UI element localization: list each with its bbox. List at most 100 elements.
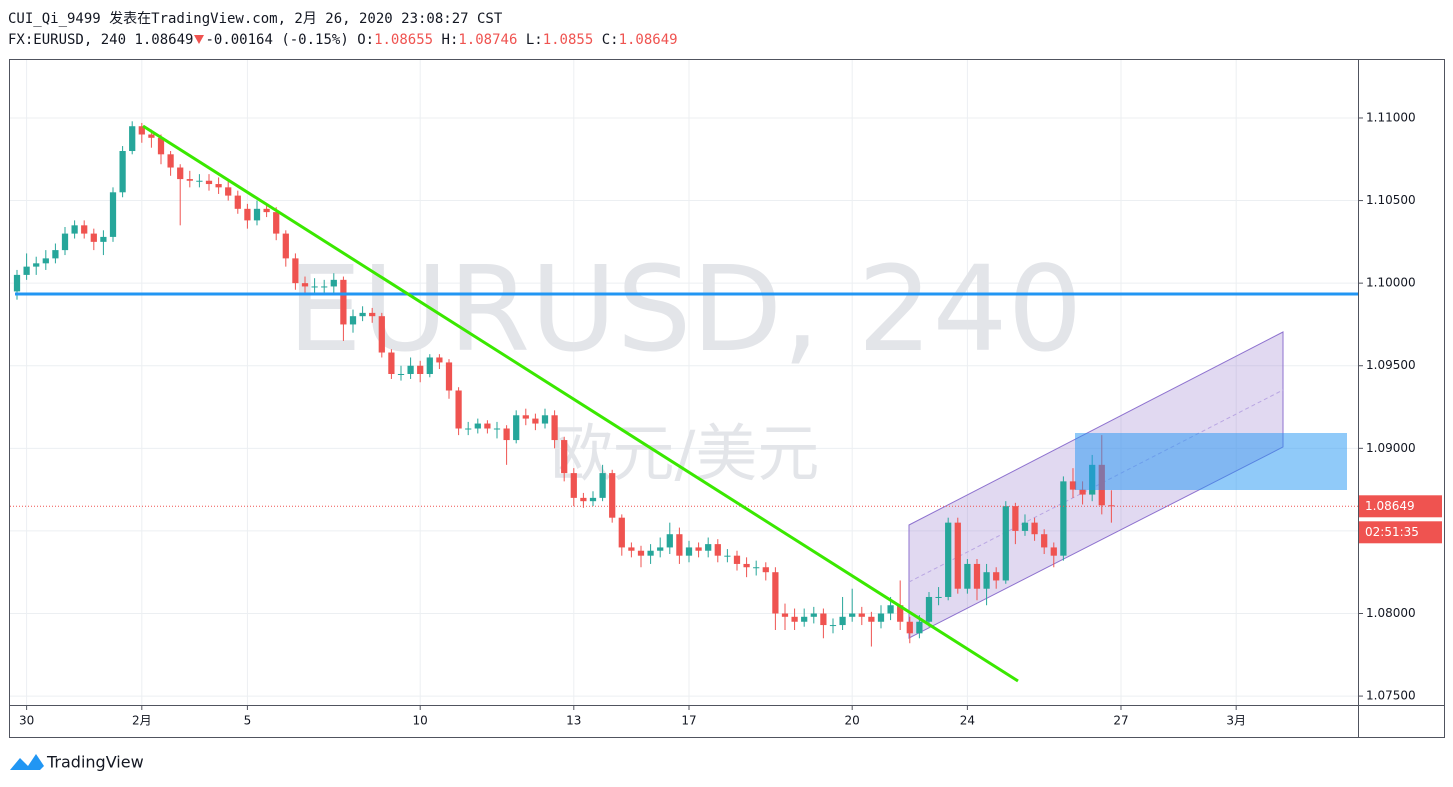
y-tick-label: 1.08000: [1366, 606, 1416, 620]
candle-body: [676, 534, 683, 556]
candle-body: [388, 352, 395, 374]
candle-body: [244, 208, 251, 221]
h-label: H:: [441, 32, 459, 48]
x-tick-label: 13: [566, 714, 581, 728]
x-tick-label: 2月: [132, 714, 152, 728]
x-tick-label: 5: [244, 714, 252, 728]
candle-body: [1002, 506, 1009, 581]
candle-body: [273, 212, 280, 234]
candle-body: [484, 423, 491, 429]
candle-body: [772, 572, 779, 614]
candle-body: [33, 263, 40, 267]
candle-body: [1041, 534, 1048, 548]
price-zone: [1075, 433, 1347, 490]
candle-body: [397, 373, 405, 375]
watermark-ticker: EURUSD, 240: [287, 240, 1082, 378]
candle-body: [474, 423, 481, 429]
y-tick-label: 1.10500: [1366, 193, 1416, 207]
h-value: 1.08746: [458, 32, 518, 48]
candle-body: [1012, 506, 1019, 531]
candle-body: [426, 357, 433, 374]
candle-body: [973, 563, 981, 589]
y-tick-label: 1.10000: [1366, 276, 1416, 290]
candle-body: [359, 312, 366, 317]
y-tick-label: 1.11000: [1366, 110, 1416, 124]
x-tick-label: 27: [1113, 714, 1128, 728]
candle-body: [378, 316, 385, 353]
candle-body: [705, 544, 712, 551]
candle-body: [90, 233, 97, 242]
candle-body: [349, 316, 357, 325]
candle-body: [119, 151, 126, 193]
candle-body: [993, 572, 1000, 581]
candle-body: [724, 555, 731, 557]
candle-body: [52, 250, 59, 259]
publish-info: CUI_Qi_9499 发表在TradingView.com, 2月 26, 2…: [8, 11, 503, 27]
candle-body: [685, 547, 693, 556]
candle-body: [820, 613, 827, 626]
y-tick-label: 1.09000: [1366, 441, 1416, 455]
candle-body: [570, 473, 577, 498]
chart-frame: [9, 59, 1445, 738]
change: -0.00164 (-0.15%): [205, 32, 349, 48]
candle-body: [954, 522, 961, 589]
candle-body: [657, 547, 664, 551]
logo-text: TradingView: [46, 753, 144, 772]
countdown-label: 02:51:35: [1365, 525, 1419, 539]
candle-body: [301, 283, 309, 287]
candle-body: [983, 572, 990, 589]
candle-body: [647, 550, 654, 556]
candle-body: [753, 567, 760, 569]
symbol-info: FX:EURUSD, 240 1.08649 -0.00164 (-0.15%) …: [8, 32, 678, 48]
candle-body: [167, 154, 174, 168]
candle-body: [109, 192, 117, 237]
candle-body: [1069, 481, 1077, 490]
candle-body: [1079, 489, 1086, 495]
candle-body: [618, 517, 625, 548]
candle-body: [589, 497, 597, 502]
l-label: L:: [525, 32, 543, 48]
candle-body: [445, 362, 453, 391]
candle-body: [945, 522, 952, 597]
candle-body: [311, 286, 318, 288]
last-price-label: 1.08649: [1365, 499, 1415, 513]
o-label: O:: [357, 32, 375, 48]
x-tick-label: 17: [681, 714, 696, 728]
candle-body: [868, 616, 875, 622]
candle-body: [532, 418, 539, 424]
candle-body: [906, 621, 913, 634]
trend-line: [142, 124, 1019, 683]
candle-body: [1050, 547, 1057, 556]
down-arrow: [194, 35, 205, 44]
candle-body: [148, 134, 155, 138]
candle-body: [513, 415, 520, 441]
candle-body: [714, 544, 721, 556]
candle-body: [455, 390, 462, 429]
candle-body: [877, 613, 885, 622]
c-value: 1.08649: [618, 32, 678, 48]
y-tick-label: 1.07500: [1366, 689, 1416, 703]
x-tick-label: 30: [19, 714, 34, 728]
candle-body: [330, 279, 337, 287]
x-tick-label: 24: [960, 714, 975, 728]
candle-body: [858, 613, 865, 617]
candle-body: [292, 258, 299, 284]
o-value: 1.08655: [374, 32, 434, 48]
candle-body: [964, 563, 971, 589]
l-value: 1.0855: [542, 32, 594, 48]
candle-body: [42, 258, 49, 264]
candle-body: [839, 616, 846, 626]
candle-body: [791, 616, 798, 622]
candle-body: [762, 567, 769, 573]
candle-body: [234, 195, 241, 209]
x-tick-label: 3月: [1226, 714, 1246, 728]
candle-body: [743, 563, 750, 568]
candle-body: [129, 126, 136, 152]
candle-body: [628, 547, 635, 551]
candle-body: [781, 613, 789, 617]
candle-body: [196, 180, 203, 182]
candle-body: [253, 208, 261, 221]
candle-body: [887, 605, 894, 614]
candle-body: [916, 621, 923, 634]
